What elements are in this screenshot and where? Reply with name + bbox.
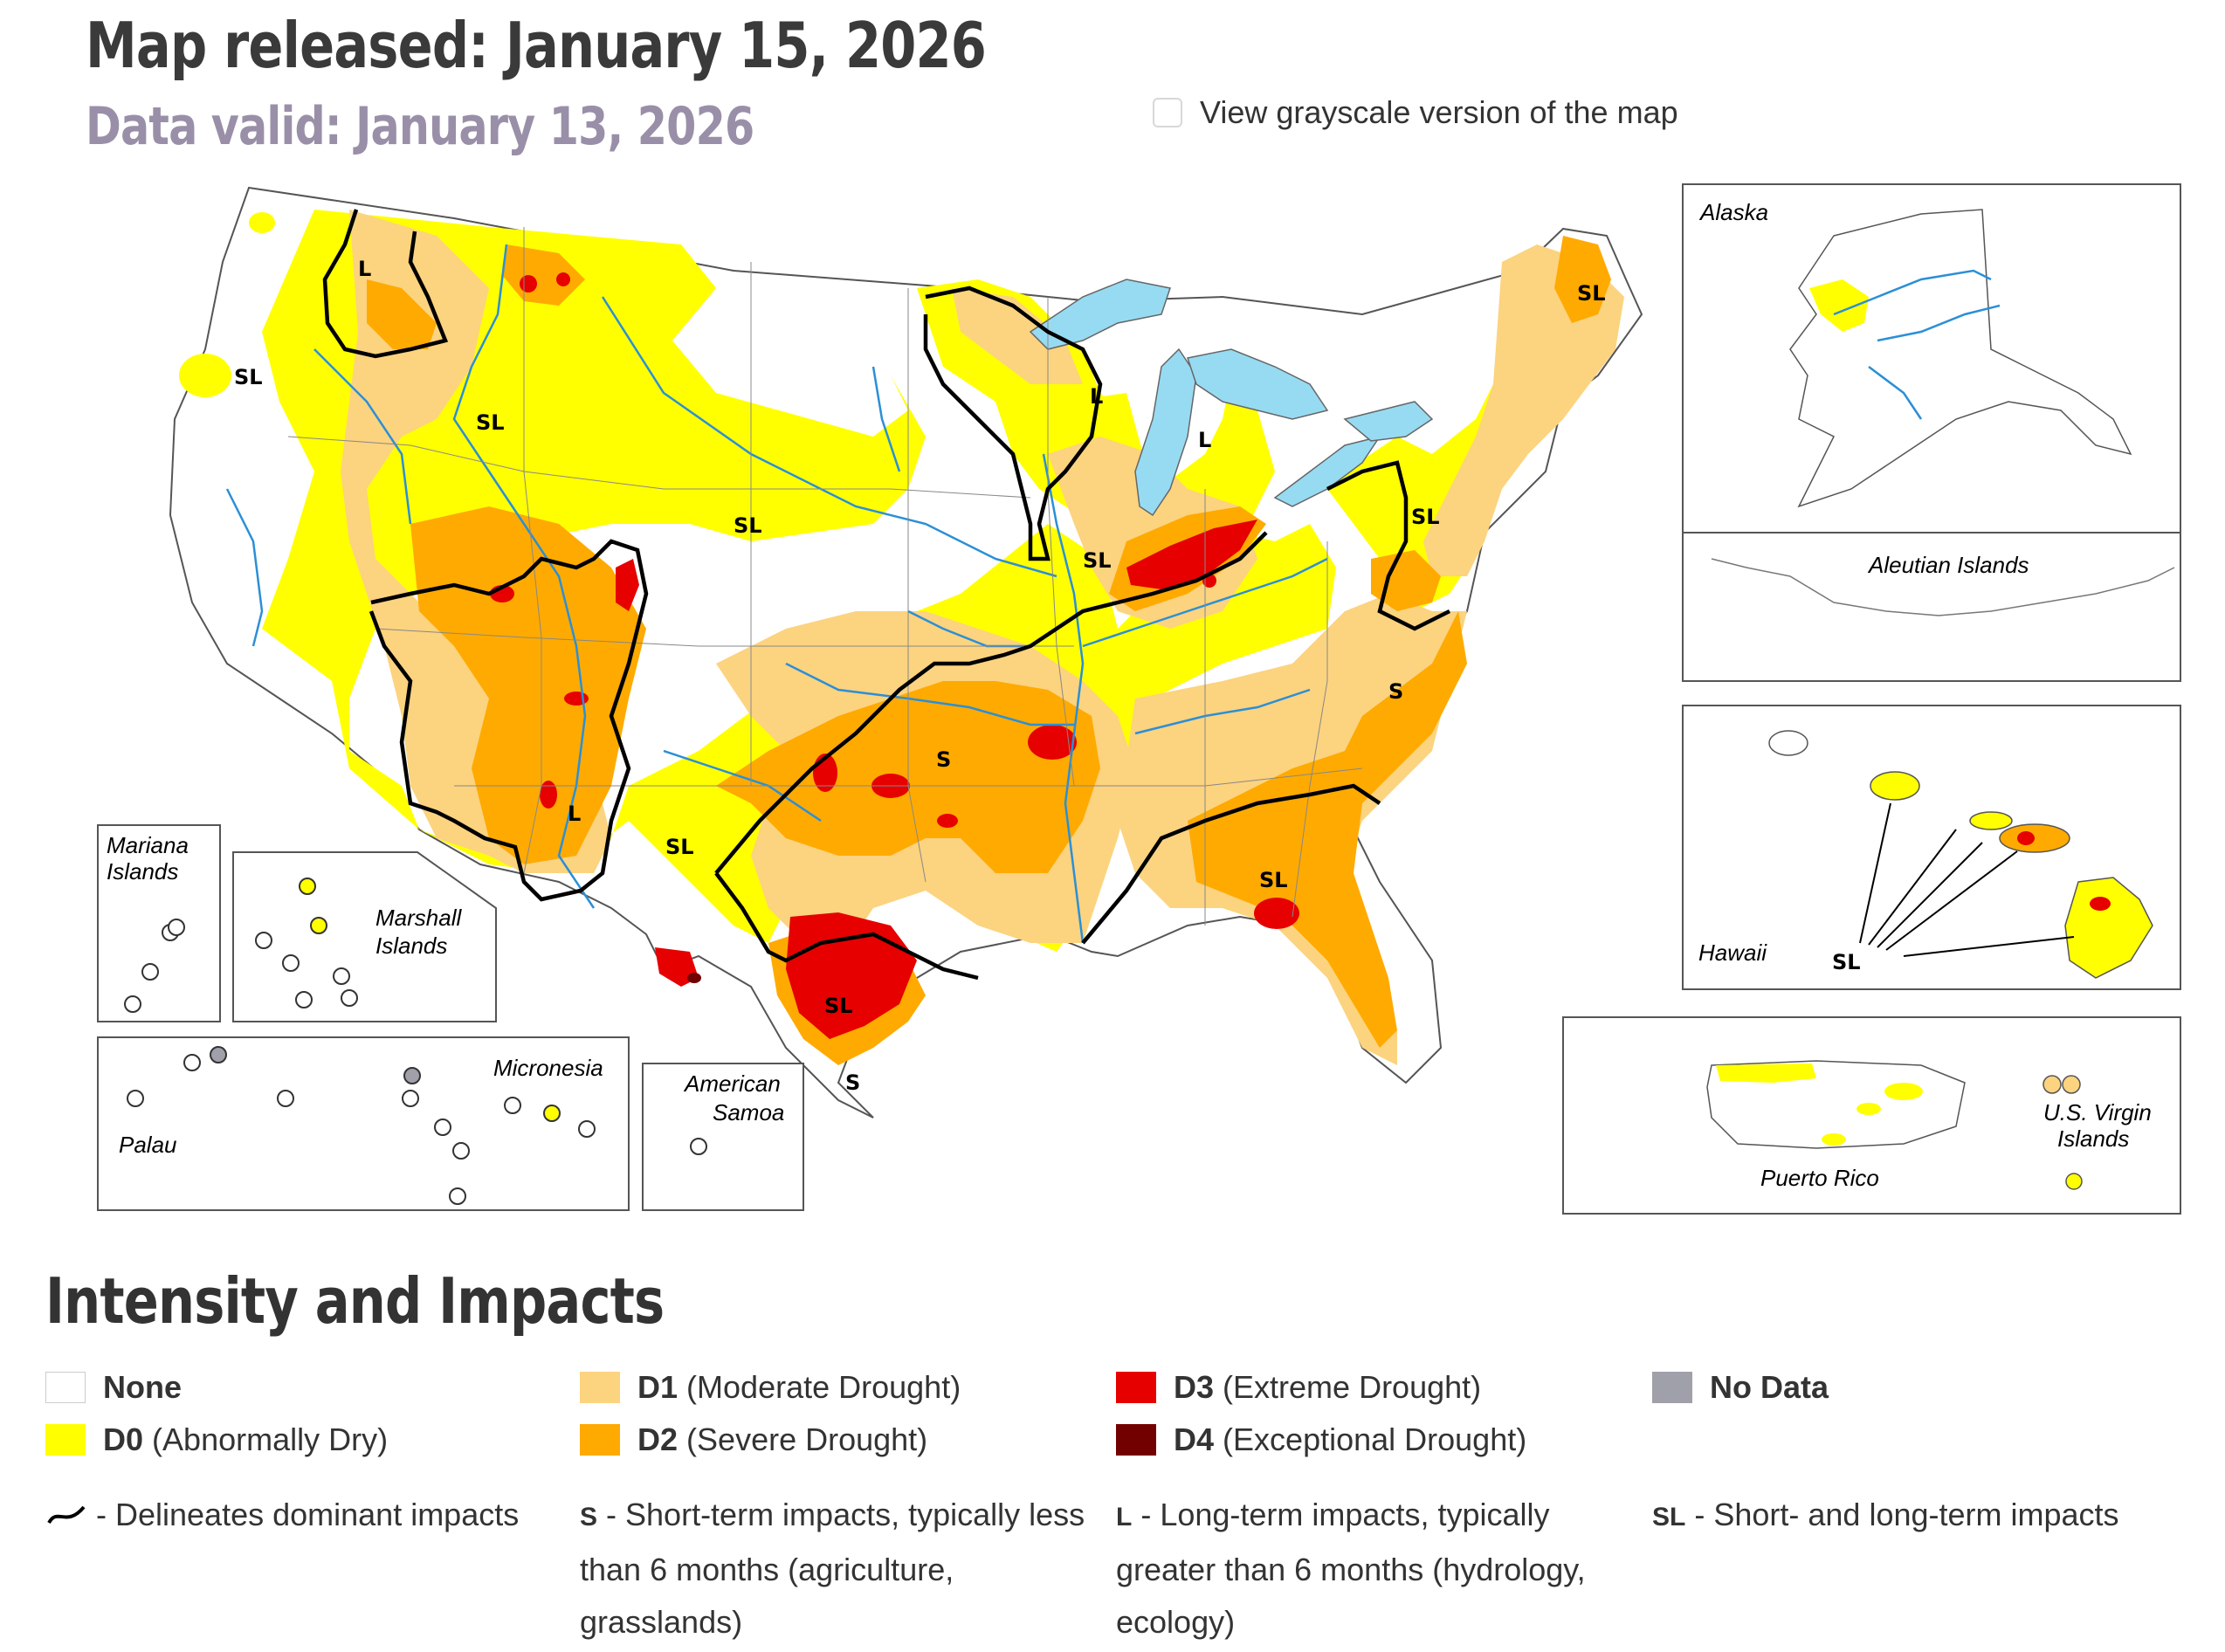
impact-labels: SL L SL SL SL L L SL SL S S L SL SL SL S [234, 257, 1606, 1095]
swatch-d2 [580, 1424, 620, 1456]
legend-desc: (Abnormally Dry) [152, 1421, 389, 1457]
legend-desc: (Moderate Drought) [686, 1369, 961, 1405]
alaska-land [1789, 209, 2132, 508]
impact-l-text-2: greater than 6 months (hydrology, [1116, 1552, 1586, 1587]
alaska-d0 [1809, 279, 1869, 332]
swatch-none [45, 1372, 86, 1403]
data-valid-date: Data valid: January 13, 2026 [86, 96, 754, 157]
drought-map: SL L SL SL SL L L SL SL S S L SL SL SL S… [97, 183, 2181, 1215]
swatch-no-data [1652, 1372, 1692, 1403]
swatch-d3 [1116, 1372, 1156, 1403]
palau-label: Palau [119, 1132, 177, 1158]
impact-l-text: - Long-term impacts, typically [1140, 1497, 1550, 1532]
legend-code: D0 [103, 1421, 144, 1457]
state-borders [287, 227, 1363, 926]
label-s: S [845, 1070, 860, 1095]
legend-desc: (Exceptional Drought) [1223, 1421, 1527, 1457]
impact-l-legend: L - Long-term impacts, typically greater… [1116, 1489, 1586, 1649]
legend-d1: D1 (Moderate Drought) [580, 1369, 961, 1406]
grayscale-checkbox[interactable] [1153, 98, 1182, 127]
puerto-rico-label: Puerto Rico [1760, 1165, 1879, 1191]
swatch-d1 [580, 1372, 620, 1403]
samoa-label-2: Samoa [713, 1099, 784, 1125]
impact-line-icon [47, 1505, 86, 1525]
hawaii-inset: Hawaii SL [1682, 705, 2181, 990]
alaska-label: Alaska [1698, 199, 1768, 225]
usvi-label-2: Islands [2057, 1125, 2129, 1152]
label-l: L [1198, 428, 1211, 452]
legend-code: D3 [1174, 1369, 1215, 1405]
label-l: L [358, 257, 371, 281]
micronesia-label: Micronesia [493, 1055, 603, 1081]
impact-s-code: S [580, 1503, 598, 1532]
label-sl: SL [1411, 505, 1440, 529]
impact-s-text-3: grasslands) [580, 1604, 743, 1640]
samoa-label-1: American [683, 1070, 781, 1097]
rivers [225, 244, 1328, 944]
legend-desc: (Severe Drought) [686, 1421, 928, 1457]
great-lakes [1029, 279, 1434, 517]
alaska-inset: Alaska Aleutian Islands [1682, 183, 2181, 682]
conus-map: SL L SL SL SL L L SL SL S S L SL SL SL S [169, 186, 1643, 1119]
impact-s-text: - Short-term impacts, typically less [606, 1497, 1085, 1532]
legend-desc: (Extreme Drought) [1223, 1369, 1482, 1405]
legend-code: No Data [1710, 1369, 1829, 1405]
legend-code: D1 [637, 1369, 679, 1405]
label-sl: SL [234, 365, 263, 389]
mariana-label-2: Islands [107, 858, 178, 885]
marshall-label-2: Islands [375, 933, 447, 959]
pacific-insets: Mariana Islands Marshall Islands Microne… [97, 824, 804, 1211]
d4-areas [687, 973, 701, 983]
label-s: S [936, 747, 951, 772]
legend-no-data: No Data [1652, 1369, 1829, 1406]
puerto-rico-inset: Puerto Rico U.S. Virgin Islands [1562, 1016, 2181, 1215]
map-released-date: Map released: January 15, 2026 [86, 9, 987, 82]
label-sl: SL [824, 994, 853, 1018]
label-s: S [1388, 679, 1403, 704]
legend-d2: D2 (Severe Drought) [580, 1421, 927, 1458]
hawaii-impact-label: SL [1832, 950, 1861, 974]
label-sl: SL [1083, 548, 1112, 573]
marshall-label-1: Marshall [375, 905, 462, 931]
impact-lines [322, 209, 1451, 981]
label-l: L [568, 802, 581, 826]
label-sl: SL [1577, 281, 1606, 306]
legend-code: D4 [1174, 1421, 1215, 1457]
legend-none: None [45, 1369, 182, 1406]
impact-s-text-2: than 6 months (agriculture, [580, 1552, 954, 1587]
impact-line-text: - Delineates dominant impacts [96, 1497, 520, 1532]
grayscale-toggle[interactable]: View grayscale version of the map [1153, 94, 1678, 131]
legend-d3: D3 (Extreme Drought) [1116, 1369, 1481, 1406]
swatch-d0 [45, 1424, 86, 1456]
legend-code: D2 [637, 1421, 679, 1457]
impact-sl-legend: SL - Short- and long-term impacts [1652, 1489, 2119, 1544]
label-sl: SL [476, 410, 505, 435]
legend-d0: D0 (Abnormally Dry) [45, 1421, 388, 1458]
label-sl: SL [665, 835, 694, 859]
hawaii-label: Hawaii [1698, 940, 1767, 966]
impact-sl-code: SL [1652, 1503, 1686, 1532]
usvi-label-1: U.S. Virgin [2043, 1099, 2152, 1125]
impact-l-code: L [1116, 1503, 1133, 1532]
swatch-d4 [1116, 1424, 1156, 1456]
impact-s-legend: S - Short-term impacts, typically less t… [580, 1489, 1085, 1649]
label-sl: SL [1259, 868, 1288, 892]
label-sl: SL [734, 513, 762, 538]
impact-sl-text: - Short- and long-term impacts [1694, 1497, 2119, 1532]
impact-l-text-3: ecology) [1116, 1604, 1236, 1640]
legend-code: None [103, 1369, 182, 1405]
impact-line-legend: - Delineates dominant impacts [45, 1489, 519, 1541]
aleutian-label: Aleutian Islands [1867, 552, 2029, 578]
grayscale-label: View grayscale version of the map [1200, 94, 1678, 130]
label-l: L [1090, 384, 1103, 409]
legend-title: Intensity and Impacts [45, 1264, 665, 1338]
mariana-label-1: Mariana [107, 832, 189, 858]
legend-d4: D4 (Exceptional Drought) [1116, 1421, 1526, 1458]
